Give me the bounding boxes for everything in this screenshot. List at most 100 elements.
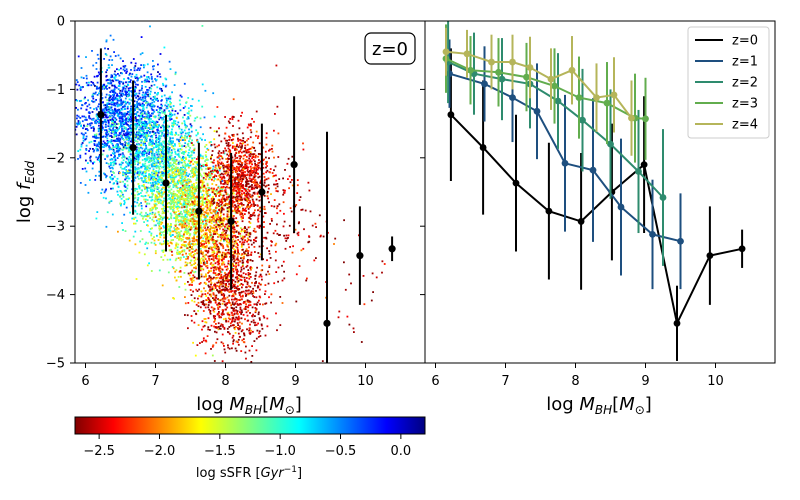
scatter-point (121, 72, 123, 75)
scatter-point (156, 207, 158, 209)
scatter-point (107, 141, 109, 143)
scatter-point (75, 133, 78, 136)
scatter-point (190, 154, 193, 157)
scatter-point (193, 229, 196, 231)
scatter-point (223, 240, 225, 242)
scatter-point (175, 242, 178, 245)
scatter-point (151, 227, 153, 230)
scatter-point (162, 124, 165, 127)
scatter-point (134, 62, 137, 65)
scatter-point (232, 205, 234, 208)
scatter-point (238, 252, 241, 255)
scatter-point (156, 200, 159, 203)
scatter-point (134, 169, 137, 172)
scatter-point (232, 251, 235, 253)
scatter-point (184, 197, 187, 200)
scatter-point (184, 187, 187, 189)
scatter-point (148, 174, 150, 176)
scatter-point (127, 131, 130, 134)
scatter-point (202, 268, 205, 271)
scatter-point (110, 76, 113, 79)
scatter-point (195, 158, 198, 160)
scatter-point (219, 207, 222, 210)
scatter-point (168, 147, 171, 149)
scatter-point (189, 198, 192, 201)
scatter-point (170, 202, 173, 205)
scatter-point (156, 144, 159, 146)
scatter-point (97, 74, 99, 77)
scatter-point (177, 231, 180, 234)
scatter-point (153, 146, 155, 149)
scatter-point (155, 146, 157, 149)
scatter-point (177, 276, 180, 278)
scatter-point (201, 199, 204, 202)
scatter-point (66, 113, 68, 115)
scatter-point (105, 142, 108, 145)
scatter-point (113, 146, 115, 148)
scatter-point (196, 171, 198, 173)
scatter-point (206, 182, 209, 185)
scatter-point (121, 128, 124, 130)
scatter-point (180, 234, 182, 237)
scatter-point (151, 188, 154, 191)
scatter-point (160, 243, 163, 246)
scatter-point (94, 179, 97, 181)
scatter-point (181, 223, 184, 226)
scatter-point (151, 121, 154, 123)
scatter-point (199, 269, 202, 272)
scatter-point (106, 79, 109, 81)
scatter-point (201, 201, 204, 203)
scatter-point (173, 199, 176, 202)
scatter-point (126, 131, 128, 134)
scatter-point (185, 255, 188, 258)
scatter-point (85, 108, 88, 111)
scatter-point (164, 111, 166, 114)
scatter-point (75, 125, 78, 128)
scatter-point (116, 105, 119, 108)
scatter-point (163, 142, 166, 144)
scatter-point (75, 107, 77, 109)
scatter-point (125, 198, 128, 201)
scatter-point (151, 206, 154, 209)
scatter-point (192, 341, 194, 344)
scatter-point (59, 107, 61, 109)
scatter-point (177, 195, 180, 198)
scatter-point (109, 34, 112, 37)
scatter-point (185, 150, 187, 153)
scatter-point (177, 210, 180, 212)
scatter-point (142, 144, 145, 146)
scatter-point (205, 220, 207, 222)
scatter-point (169, 68, 172, 70)
scatter-point (194, 262, 197, 264)
scatter-point (101, 122, 104, 125)
scatter-point (117, 79, 119, 82)
scatter-point (232, 226, 235, 229)
scatter-point (212, 226, 215, 229)
scatter-point (184, 162, 187, 165)
scatter-point (235, 222, 238, 225)
scatter-point (124, 87, 127, 90)
scatter-point (246, 198, 248, 200)
scatter-point (118, 82, 121, 85)
scatter-point (113, 103, 116, 105)
scatter-point (195, 226, 197, 229)
scatter-point (111, 122, 114, 124)
scatter-point (110, 170, 112, 173)
scatter-point (202, 198, 204, 201)
scatter-point (180, 216, 183, 219)
scatter-point (190, 279, 193, 281)
scatter-point (129, 79, 132, 82)
scatter-point (179, 192, 182, 195)
scatter-point (191, 204, 194, 206)
scatter-point (110, 74, 113, 77)
scatter-point (182, 173, 185, 176)
scatter-point (176, 181, 179, 184)
scatter-point (206, 212, 208, 215)
scatter-point (79, 117, 82, 119)
scatter-point (188, 189, 191, 192)
scatter-point (221, 236, 224, 238)
scatter-point (144, 179, 146, 182)
scatter-point (154, 184, 156, 187)
scatter-point (104, 143, 107, 146)
scatter-point (184, 210, 186, 213)
